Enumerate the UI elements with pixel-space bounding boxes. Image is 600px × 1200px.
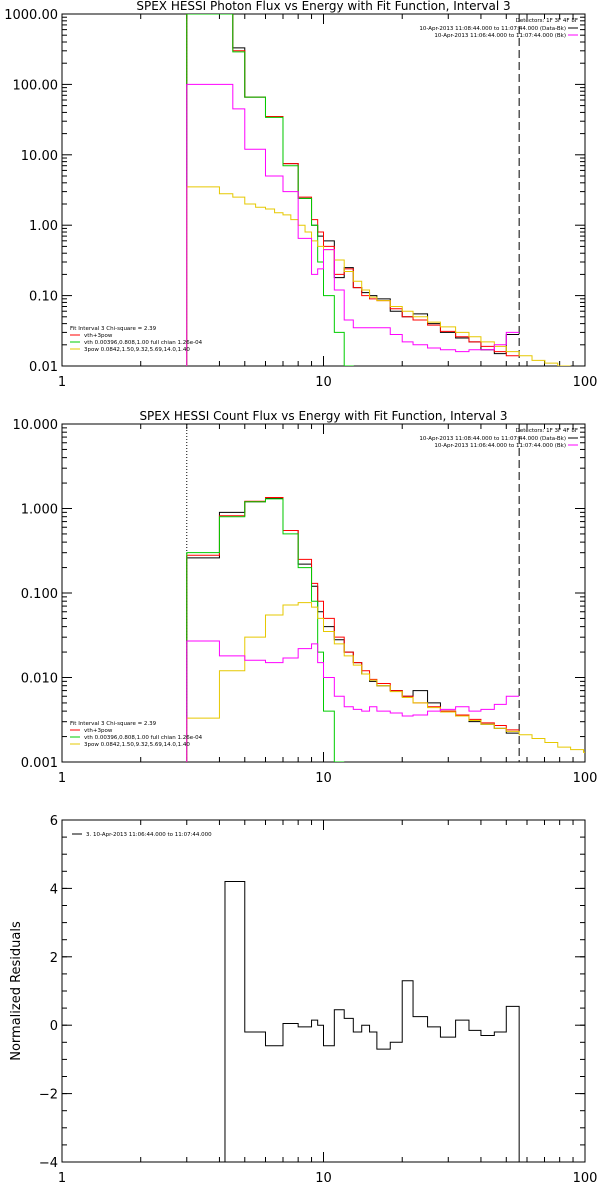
residuals-series-0 — [224, 881, 520, 1162]
photon-flux-frame — [61, 13, 586, 367]
residuals-x-tick-label: 1 — [58, 1171, 66, 1186]
photon-flux-panel: SPEX HESSI Photon Flux vs Energy with Fi… — [4, 0, 597, 390]
count-flux-title: SPEX HESSI Count Flux vs Energy with Fit… — [139, 409, 507, 423]
count-flux-legend-right-header: Detectors: 1F 3F 4F 8F — [516, 428, 578, 434]
photon-flux-series-1 — [186, 14, 520, 366]
count-flux-series-3 — [186, 602, 585, 762]
residuals-y-tick-label: 0 — [50, 1019, 58, 1034]
residuals-x-tick-label: 10 — [315, 1171, 332, 1186]
photon-flux-y-tick-label: 1.00 — [29, 219, 58, 234]
count-flux-y-tick-label: 10.000 — [13, 418, 59, 433]
photon-flux-legend-right-entry: 10-Apr-2013 11:06:44.000 to 11:07:44.000… — [434, 33, 566, 39]
photon-flux-legend-right-header: Detectors: 1F 3F 4F 8F — [516, 18, 578, 24]
count-flux-x-tick-label: 1 — [58, 771, 66, 786]
count-flux-legend-right-entry: 10-Apr-2013 11:06:44.000 to 11:07:44.000… — [434, 443, 566, 449]
residuals-y-tick-label: −2 — [39, 1088, 58, 1103]
count-flux-panel: SPEX HESSI Count Flux vs Energy with Fit… — [13, 409, 598, 786]
residuals-y-tick-label: 4 — [50, 882, 58, 897]
photon-flux-legend-left-entry: 3pow 0.0842,1.50,9.32,5.69,14.0,1.40 — [84, 347, 190, 353]
photon-flux-x-tick-label: 1 — [58, 375, 66, 390]
count-flux-series-2 — [186, 498, 345, 762]
photon-flux-legend-left-header: Fit Interval 3 Chi-square = 2.39 — [70, 326, 157, 332]
photon-flux-series-3 — [186, 186, 571, 366]
photon-flux-series-group — [186, 14, 571, 366]
count-flux-legend-left-entry: vth 0.00396,0.808,1.00 full chian 1.26e-… — [84, 735, 203, 741]
photon-flux-series-4 — [186, 83, 520, 366]
photon-flux-series-2 — [186, 14, 354, 366]
photon-flux-x-tick-label: 100 — [573, 375, 598, 390]
count-flux-series-1 — [186, 496, 520, 762]
count-flux-x-tick-label: 100 — [573, 771, 598, 786]
residuals-y-tick-label: 6 — [50, 814, 58, 829]
residuals-y-tick-label: 2 — [50, 951, 58, 966]
count-flux-series-group — [186, 496, 585, 762]
count-flux-y-tick-label: 0.010 — [21, 672, 58, 687]
count-flux-series-4 — [186, 640, 520, 762]
count-flux-legend-left-entry: vth+3pow — [84, 728, 113, 734]
photon-flux-y-tick-label: 0.01 — [29, 360, 58, 375]
count-flux-series-0 — [186, 497, 520, 762]
residuals-series-group — [224, 881, 520, 1162]
photon-flux-legend-right-entry: 10-Apr-2013 11:08:44.000 to 11:07:44.000… — [419, 26, 566, 32]
photon-flux-x-tick-label: 10 — [315, 375, 332, 390]
photon-flux-y-tick-label: 0.10 — [29, 290, 58, 305]
photon-flux-y-tick-label: 1000.00 — [4, 8, 58, 23]
count-flux-legend-right-entry: 10-Apr-2013 11:08:44.000 to 11:07:44.000… — [419, 436, 566, 442]
count-flux-legend-left-header: Fit Interval 3 Chi-square = 2.39 — [70, 721, 157, 727]
photon-flux-y-tick-label: 100.00 — [13, 78, 59, 93]
count-flux-legend-left-entry: 3pow 0.0842,1.50,9.32,5.69,14.0,1.40 — [84, 742, 190, 748]
residuals-y-tick-label: −4 — [39, 1156, 58, 1171]
photon-flux-legend-left-entry: vth+3pow — [84, 333, 113, 339]
residuals-x-tick-label: 100 — [573, 1171, 598, 1186]
count-flux-y-tick-label: 0.100 — [21, 587, 58, 602]
photon-flux-series-0 — [186, 14, 520, 366]
count-flux-y-tick-label: 1.000 — [21, 503, 58, 518]
residuals-frame — [61, 819, 586, 1163]
count-flux-y-tick-label: 0.001 — [21, 756, 58, 771]
count-flux-x-tick-label: 10 — [315, 771, 332, 786]
photon-flux-title: SPEX HESSI Photon Flux vs Energy with Fi… — [136, 0, 510, 13]
photon-flux-legend-left-entry: vth 0.00396,0.808,1.00 full chian 1.26e-… — [84, 340, 203, 346]
residuals-panel: Normalized Residuals 1 10 100 −4 −2 0 2 4 6 3. 10-… — [9, 814, 597, 1186]
residuals-legend-left-entry: 3. 10-Apr-2013 11:06:44.000 to 11:07:44.… — [86, 832, 212, 838]
residuals-ylabel: Normalized Residuals — [9, 921, 24, 1061]
photon-flux-y-tick-label: 10.00 — [21, 149, 58, 164]
